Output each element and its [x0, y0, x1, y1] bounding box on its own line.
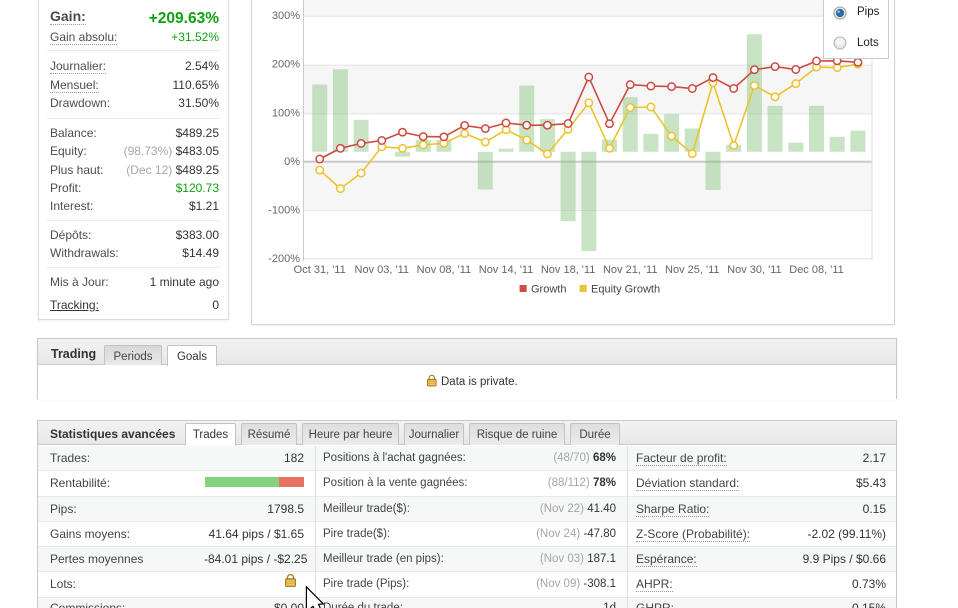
- svg-text:Nov 03, '11: Nov 03, '11: [355, 264, 409, 276]
- svg-text:Oct 31, '11: Oct 31, '11: [294, 264, 346, 276]
- svg-text:Dec 08, '11: Dec 08, '11: [789, 264, 843, 276]
- svg-text:100%: 100%: [272, 107, 300, 119]
- svg-text:-200%: -200%: [268, 253, 300, 265]
- svg-text:Nov 18, '11: Nov 18, '11: [541, 264, 595, 276]
- svg-text:Equity Growth: Equity Growth: [591, 284, 660, 296]
- svg-text:Nov 30, '11: Nov 30, '11: [727, 264, 781, 276]
- svg-text:300%: 300%: [272, 10, 300, 22]
- svg-text:-100%: -100%: [268, 205, 300, 217]
- svg-text:Nov 25, '11: Nov 25, '11: [665, 264, 719, 276]
- svg-text:Nov 21, '11: Nov 21, '11: [603, 264, 657, 276]
- svg-text:Nov 08, '11: Nov 08, '11: [417, 264, 471, 276]
- svg-text:0%: 0%: [284, 156, 300, 168]
- svg-text:200%: 200%: [272, 59, 300, 71]
- svg-text:Nov 14, '11: Nov 14, '11: [479, 264, 533, 276]
- svg-text:Growth: Growth: [531, 284, 566, 296]
